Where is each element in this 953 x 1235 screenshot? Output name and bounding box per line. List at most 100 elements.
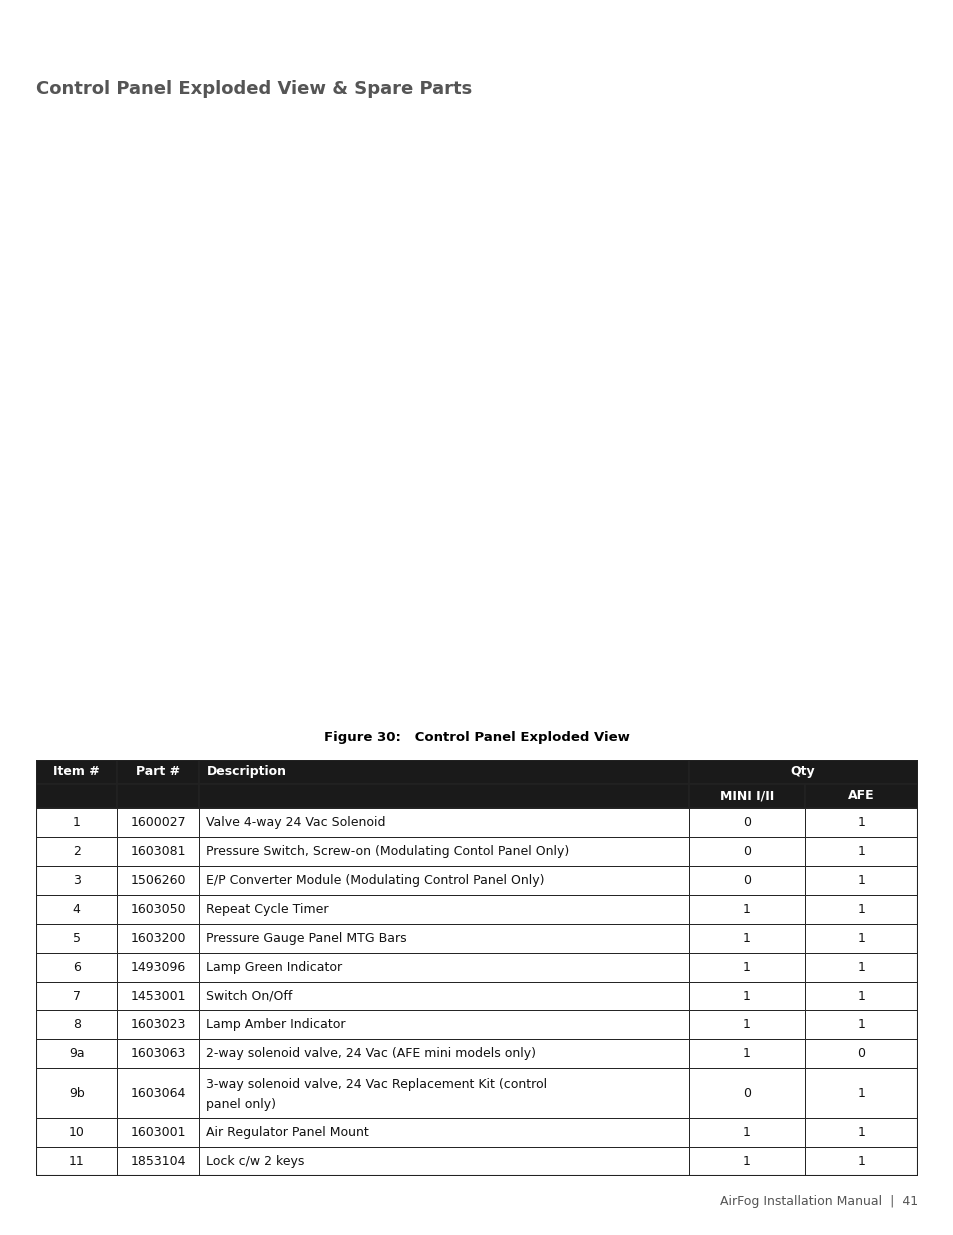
Text: 1: 1 [742,989,750,1003]
Text: 1: 1 [857,1087,864,1099]
Text: Figure 30:   Control Panel Exploded View: Figure 30: Control Panel Exploded View [324,731,629,745]
Text: 1: 1 [742,961,750,973]
Bar [117,808,199,836]
Bar [199,924,688,952]
Text: Switch On/Off: Switch On/Off [206,989,293,1003]
Bar [117,952,199,982]
Text: Repeat Cycle Timer: Repeat Cycle Timer [206,903,329,915]
Bar [36,1147,117,1176]
Bar [36,808,117,836]
Bar [117,924,199,952]
Bar [688,1068,804,1118]
Text: 3: 3 [72,873,81,887]
Text: 4: 4 [72,903,81,915]
Text: 9a: 9a [69,1047,85,1061]
Bar [199,808,688,836]
Text: Control Panel Exploded View & Spare Parts: Control Panel Exploded View & Spare Part… [36,80,472,99]
Text: 1: 1 [72,815,81,829]
Text: 1600027: 1600027 [131,815,186,829]
Bar [804,836,917,866]
Bar [117,1118,199,1147]
Bar [36,784,117,808]
Text: 5: 5 [72,931,81,945]
Bar [199,894,688,924]
Text: 1: 1 [857,873,864,887]
Text: 0: 0 [857,1047,864,1061]
Bar [199,836,688,866]
Text: 1603063: 1603063 [131,1047,186,1061]
Text: Air Regulator Panel Mount: Air Regulator Panel Mount [206,1126,369,1139]
Text: 1: 1 [857,1126,864,1139]
Text: 1603064: 1603064 [131,1087,186,1099]
Bar [688,982,804,1010]
Text: 1: 1 [742,931,750,945]
Text: Item #: Item # [53,764,100,778]
Bar [36,1010,117,1040]
Bar [117,836,199,866]
Bar [36,1040,117,1068]
Bar [199,1040,688,1068]
Bar [117,1147,199,1176]
Bar [804,1010,917,1040]
Bar [199,784,688,808]
Text: panel only): panel only) [206,1098,276,1112]
Text: 1: 1 [857,815,864,829]
Bar [688,808,804,836]
Text: AFE: AFE [847,789,874,803]
Text: Description: Description [206,764,286,778]
Bar [117,760,199,784]
Bar [688,1040,804,1068]
Text: E/P Converter Module (Modulating Control Panel Only): E/P Converter Module (Modulating Control… [206,873,544,887]
Text: 1: 1 [742,1019,750,1031]
Bar [804,808,917,836]
Bar [688,952,804,982]
Text: 1: 1 [857,903,864,915]
Text: 1: 1 [742,903,750,915]
Text: Lamp Amber Indicator: Lamp Amber Indicator [206,1019,346,1031]
Bar [36,924,117,952]
Bar [36,982,117,1010]
Text: Lamp Green Indicator: Lamp Green Indicator [206,961,342,973]
Text: 9b: 9b [69,1087,85,1099]
Bar [36,1068,117,1118]
Bar [804,1147,917,1176]
Text: 1603081: 1603081 [131,845,186,857]
Bar [804,924,917,952]
Text: 1: 1 [857,845,864,857]
Text: 8: 8 [72,1019,81,1031]
Bar [804,1118,917,1147]
Bar [804,1068,917,1118]
Text: Pressure Gauge Panel MTG Bars: Pressure Gauge Panel MTG Bars [206,931,407,945]
Bar [688,866,804,894]
Text: 6: 6 [72,961,81,973]
Text: Pressure Switch, Screw-on (Modulating Contol Panel Only): Pressure Switch, Screw-on (Modulating Co… [206,845,569,857]
Text: 1493096: 1493096 [131,961,186,973]
Bar [688,1118,804,1147]
Bar [199,982,688,1010]
Bar [36,760,117,784]
Text: 1: 1 [857,931,864,945]
Bar [117,982,199,1010]
Text: 1: 1 [857,1155,864,1168]
Bar [117,784,199,808]
Text: Valve 4-way 24 Vac Solenoid: Valve 4-way 24 Vac Solenoid [206,815,385,829]
Bar [804,866,917,894]
Text: 1: 1 [742,1126,750,1139]
Text: 1603050: 1603050 [131,903,186,915]
Bar [804,894,917,924]
Text: 0: 0 [742,815,750,829]
Bar [199,952,688,982]
Text: 3-way solenoid valve, 24 Vac Replacement Kit (control: 3-way solenoid valve, 24 Vac Replacement… [206,1078,547,1092]
Bar [688,760,917,784]
Bar [688,924,804,952]
Bar [36,866,117,894]
Bar [117,1040,199,1068]
Text: 2: 2 [72,845,81,857]
Bar [117,866,199,894]
Bar [199,1118,688,1147]
Text: 0: 0 [742,1087,750,1099]
Text: 1: 1 [742,1047,750,1061]
Bar [117,894,199,924]
Bar [199,1068,688,1118]
Bar [117,1068,199,1118]
